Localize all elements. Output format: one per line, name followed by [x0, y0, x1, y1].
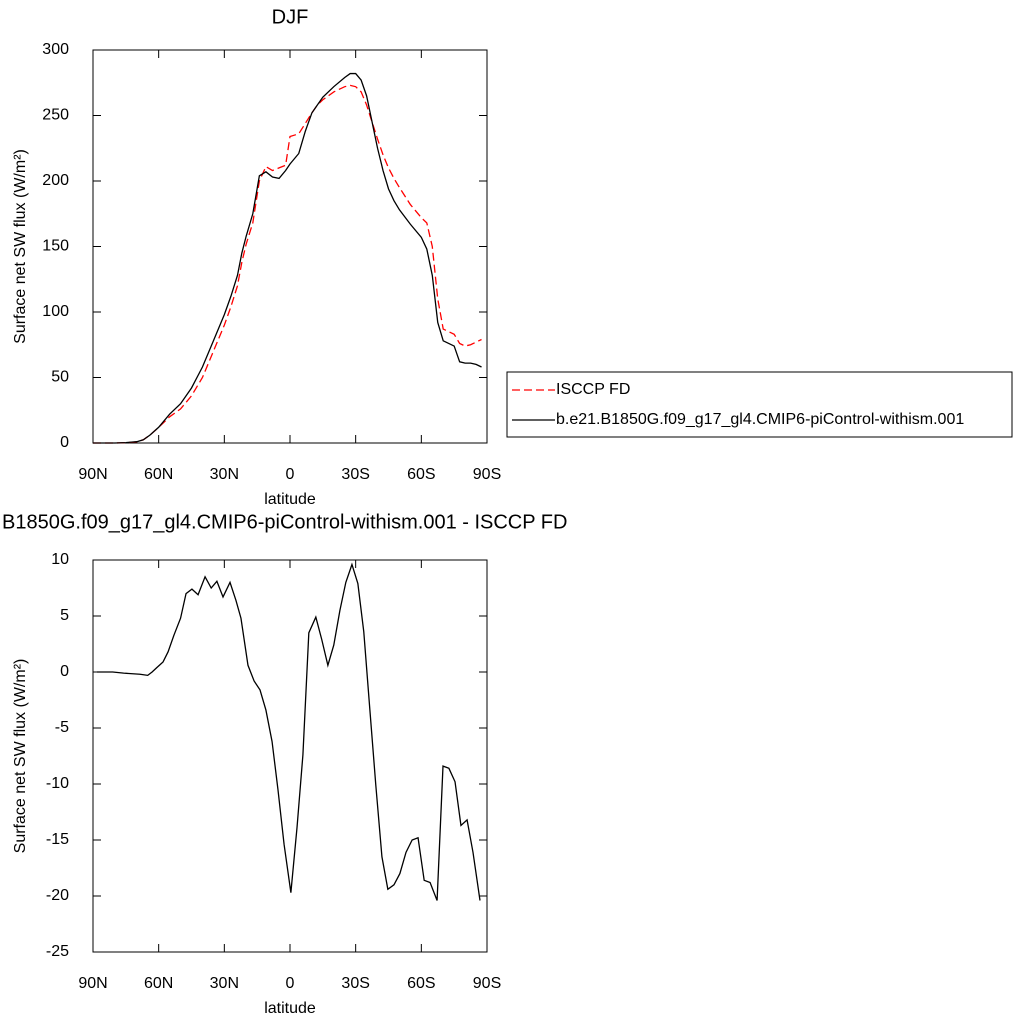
y-tick-label: -10	[46, 775, 69, 792]
x-tick-label: 60N	[144, 466, 173, 483]
x-tick-label: 30S	[341, 466, 369, 483]
chart-title: B1850G.f09_g17_gl4.CMIP6-piControl-withi…	[2, 511, 567, 533]
y-tick-label: -15	[46, 831, 69, 848]
x-tick-label: 90N	[78, 466, 107, 483]
data-line	[93, 84, 482, 444]
x-tick-label: 30N	[210, 975, 239, 992]
x-tick-label: 60S	[407, 975, 435, 992]
y-axis-label: Surface net SW flux (W/m²)	[12, 659, 29, 854]
plot-frame	[92, 49, 488, 444]
chart-title: DJF	[272, 6, 309, 28]
legend-label: ISCCP FD	[556, 381, 630, 398]
x-tick-label: 60S	[407, 466, 435, 483]
y-tick-label: 50	[51, 369, 69, 386]
y-tick-label: 300	[42, 41, 69, 58]
x-tick-label: 30N	[210, 466, 239, 483]
y-tick-label: 250	[42, 107, 69, 124]
y-tick-label: 200	[42, 172, 69, 189]
y-tick-label: -5	[55, 719, 69, 736]
y-tick-label: 10	[51, 551, 69, 568]
y-axis-label: Surface net SW flux (W/m²)	[12, 149, 29, 344]
y-tick-label: 100	[42, 303, 69, 320]
x-axis-label: latitude	[264, 1000, 316, 1017]
x-tick-label: 60N	[144, 975, 173, 992]
data-line	[96, 562, 481, 901]
x-tick-label: 90S	[473, 466, 501, 483]
legend-box	[506, 371, 1013, 438]
data-line	[93, 72, 482, 444]
y-tick-label: 0	[60, 663, 69, 680]
x-tick-label: 90N	[78, 975, 107, 992]
x-tick-label: 0	[286, 975, 295, 992]
y-tick-label: 150	[42, 238, 69, 255]
y-tick-label: 0	[60, 434, 69, 451]
x-tick-label: 30S	[341, 975, 369, 992]
y-tick-label: 5	[60, 607, 69, 624]
x-tick-label: 0	[286, 466, 295, 483]
y-tick-label: -25	[46, 943, 69, 960]
legend-label: b.e21.B1850G.f09_g17_gl4.CMIP6-piControl…	[556, 411, 964, 428]
plot-frame	[92, 559, 488, 953]
x-tick-label: 90S	[473, 975, 501, 992]
x-axis-label: latitude	[264, 491, 316, 508]
y-tick-label: -20	[46, 887, 69, 904]
